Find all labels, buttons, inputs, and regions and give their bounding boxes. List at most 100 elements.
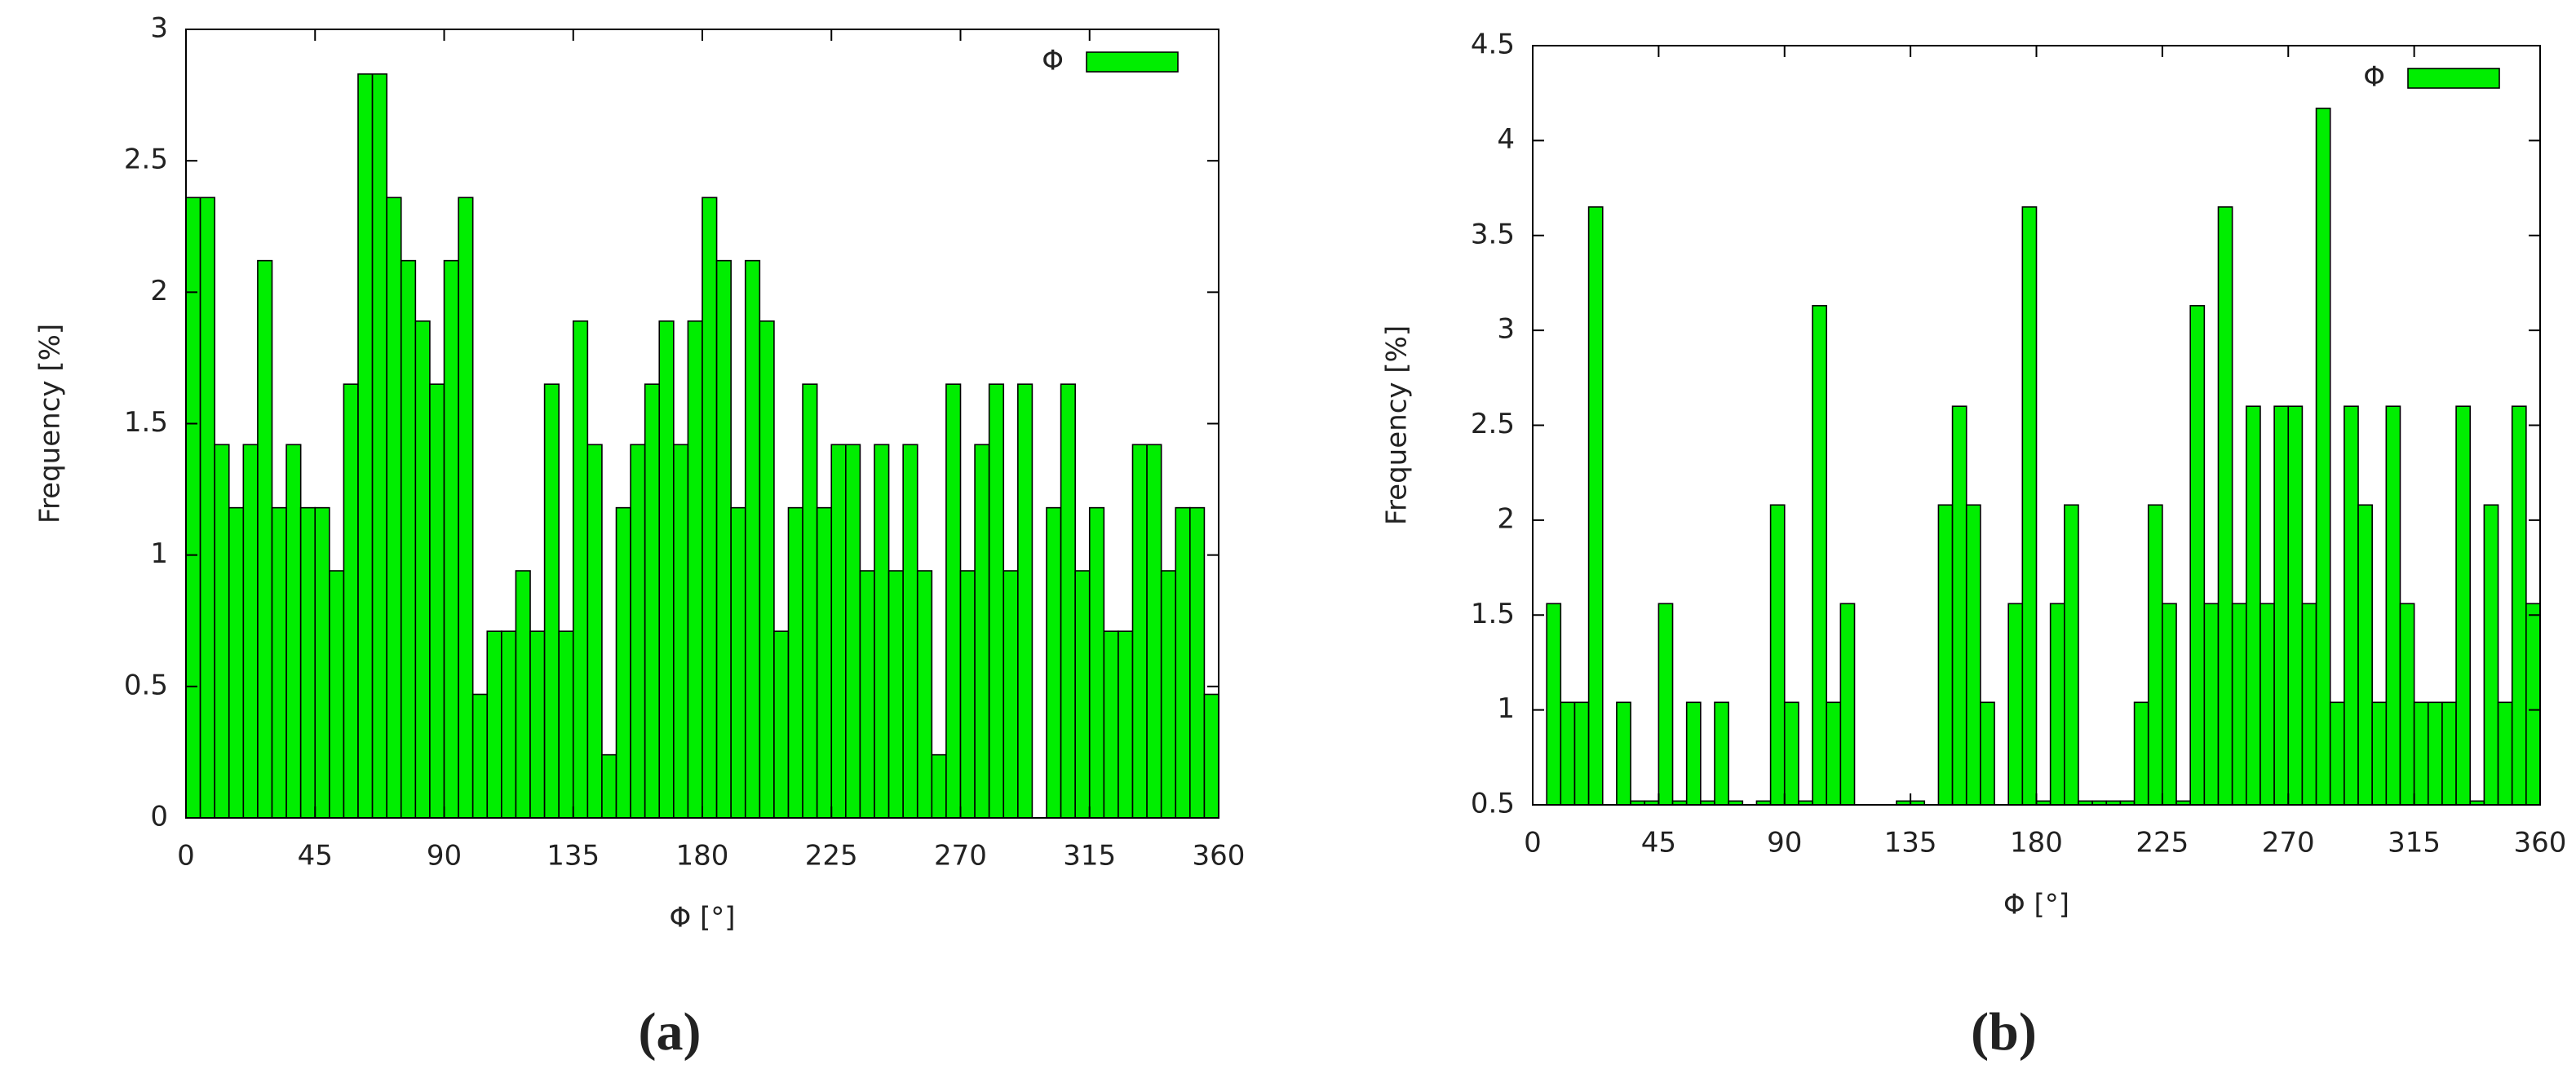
bar bbox=[2217, 206, 2233, 805]
y-tick-label: 3.5 bbox=[1471, 218, 1515, 250]
bar bbox=[744, 259, 761, 818]
x-tick-label: 90 bbox=[1767, 827, 1802, 859]
bar bbox=[186, 197, 201, 818]
x-tick-label: 90 bbox=[427, 840, 462, 873]
bar bbox=[2455, 405, 2472, 805]
y-tick-label: 1.5 bbox=[124, 406, 168, 439]
bar bbox=[1560, 701, 1576, 805]
y-tick-label: 1.5 bbox=[1471, 598, 1515, 630]
bar bbox=[773, 630, 790, 818]
x-axis-label: Φ [°] bbox=[2003, 889, 2069, 921]
bar bbox=[2329, 701, 2345, 805]
bar bbox=[2007, 603, 2024, 805]
x-tick-label: 315 bbox=[1063, 840, 1116, 873]
bar bbox=[1146, 444, 1162, 818]
bar bbox=[601, 753, 617, 818]
bar bbox=[458, 197, 474, 818]
x-tick-label: 45 bbox=[1641, 827, 1676, 859]
y-tick-label: 2 bbox=[150, 275, 168, 307]
bar bbox=[1826, 701, 1842, 805]
bar bbox=[1118, 630, 1134, 818]
bar bbox=[630, 444, 646, 818]
bar bbox=[702, 197, 718, 818]
bar bbox=[859, 570, 875, 818]
y-tick-label: 4 bbox=[1497, 123, 1515, 156]
bar bbox=[658, 320, 675, 818]
bar bbox=[2483, 504, 2499, 805]
bar bbox=[242, 444, 259, 818]
x-tick-label: 135 bbox=[1884, 827, 1937, 859]
caption: (a) bbox=[639, 1002, 702, 1062]
bar bbox=[1175, 506, 1191, 818]
bar bbox=[1189, 506, 1206, 818]
bar bbox=[199, 197, 215, 818]
bars bbox=[1533, 108, 2540, 805]
bar bbox=[816, 506, 833, 818]
bar bbox=[2344, 405, 2359, 805]
y-tick-label: 0.5 bbox=[124, 669, 168, 701]
bar bbox=[787, 506, 803, 818]
bar bbox=[1203, 693, 1219, 818]
bar bbox=[543, 383, 560, 818]
bar bbox=[228, 506, 245, 818]
x-tick-label: 225 bbox=[2136, 827, 2189, 859]
x-tick-label: 360 bbox=[2514, 827, 2567, 859]
bar bbox=[285, 444, 302, 818]
bar bbox=[2301, 603, 2317, 805]
chart: 0 45 90 135 180 225 270 315 360 0 0.5 1 1.5 2 2.5 3 Φ [°… bbox=[34, 12, 1246, 1063]
bar bbox=[2049, 603, 2065, 805]
y-tick-label: 2.5 bbox=[1471, 408, 1515, 440]
bar bbox=[257, 259, 273, 818]
bar bbox=[1601, 804, 1618, 805]
bar bbox=[2315, 108, 2331, 805]
bar bbox=[1685, 701, 1702, 805]
bar bbox=[1160, 570, 1177, 818]
bar bbox=[2245, 405, 2261, 805]
bar bbox=[1546, 603, 1562, 805]
bar bbox=[1937, 504, 1954, 805]
bar bbox=[299, 506, 316, 818]
bar bbox=[974, 444, 990, 818]
bar bbox=[386, 197, 402, 818]
bar bbox=[1003, 570, 1019, 818]
bar bbox=[874, 444, 890, 818]
x-tick-label: 360 bbox=[1193, 840, 1246, 873]
bar bbox=[371, 73, 387, 818]
x-tick-label: 180 bbox=[2010, 827, 2063, 859]
bar bbox=[945, 383, 962, 818]
bar bbox=[1951, 405, 1967, 805]
y-tick-label: 2 bbox=[1497, 502, 1515, 535]
x-tick-label: 180 bbox=[676, 840, 729, 873]
x-axis-label: Φ [°] bbox=[669, 902, 735, 934]
bar bbox=[2147, 504, 2163, 805]
bar bbox=[558, 630, 574, 818]
bar bbox=[2371, 701, 2388, 805]
bar bbox=[1769, 504, 1786, 805]
bar bbox=[2511, 405, 2527, 805]
bar bbox=[1742, 804, 1758, 805]
bar bbox=[2427, 701, 2443, 805]
bar bbox=[730, 506, 746, 818]
y-tick-label: 3 bbox=[150, 12, 168, 45]
x-tick-label: 0 bbox=[177, 840, 195, 873]
bar bbox=[1714, 701, 1729, 805]
x-tick-label: 315 bbox=[2388, 827, 2441, 859]
bar bbox=[429, 383, 445, 818]
bar bbox=[1060, 383, 1076, 818]
bar bbox=[1074, 570, 1091, 818]
bar bbox=[2162, 603, 2177, 805]
bar bbox=[1103, 630, 1119, 818]
bar bbox=[931, 753, 947, 818]
bar bbox=[2064, 504, 2079, 805]
bar bbox=[830, 444, 847, 818]
bar bbox=[529, 630, 546, 818]
bar bbox=[329, 570, 345, 818]
bar bbox=[2413, 701, 2429, 805]
bar bbox=[572, 320, 589, 818]
y-tick-label: 0 bbox=[150, 801, 168, 833]
bar bbox=[471, 693, 489, 818]
bar bbox=[1853, 804, 1870, 805]
bar bbox=[1965, 504, 1981, 805]
x-tick-label: 270 bbox=[934, 840, 987, 873]
bar bbox=[586, 444, 603, 818]
